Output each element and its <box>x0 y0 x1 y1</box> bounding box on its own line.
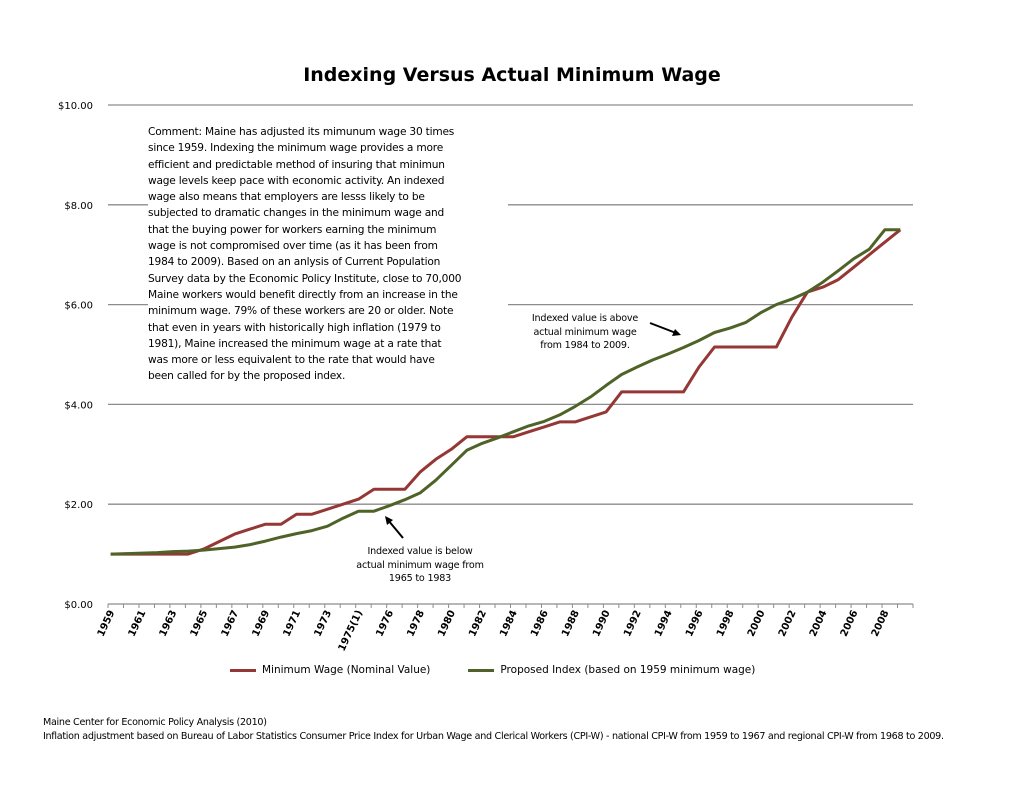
x-tick-label: 1973 <box>312 609 334 639</box>
chart-title: Indexing Versus Actual Minimum Wage <box>303 64 721 86</box>
x-tick-label: 1978 <box>405 609 427 639</box>
arrow-head <box>672 329 681 336</box>
legend: Minimum Wage (Nominal Value) Proposed In… <box>230 664 755 676</box>
y-tick-label: $8.00 <box>64 201 93 212</box>
annotation-line: Indexed value is above <box>531 313 639 324</box>
annotation-line: 1965 to 1983 <box>388 573 452 584</box>
proposed-index-line <box>110 228 901 556</box>
x-tick-label: 1963 <box>158 609 180 639</box>
y-tick-label: $6.00 <box>64 301 93 312</box>
x-tick-label: 1959 <box>96 609 118 639</box>
annotation-line: been called for by the proposed index. <box>148 370 346 383</box>
x-tick-label: 1969 <box>251 609 273 639</box>
x-tick-label: 2002 <box>777 609 799 639</box>
annotation-line: from 1984 to 2009. <box>540 340 630 351</box>
annotation-line: actual minimum wage from <box>356 559 484 571</box>
x-tick-label: 2004 <box>808 609 830 639</box>
annotation-line: minimum wage. 79% of these workers are 2… <box>148 305 454 318</box>
x-tick-label: 1992 <box>622 609 644 639</box>
y-tick-label: $0.00 <box>64 600 93 611</box>
x-tick-label: 2006 <box>839 609 861 639</box>
minimum-wage-line <box>110 228 902 556</box>
x-tick-label: 2000 <box>746 609 768 639</box>
x-tick-label: 1965 <box>189 609 211 639</box>
annotation-line: wage also means that employers are lesss… <box>148 191 425 204</box>
annotation-line: Survey data by the Economic Policy Insti… <box>148 272 462 285</box>
annotation-line: 1984 to 2009). Based on an anlysis of Cu… <box>148 256 441 269</box>
x-tick-label: 1980 <box>436 609 458 639</box>
annotation-line: actual minimum wage <box>533 326 637 338</box>
x-tick-label: 1988 <box>560 609 582 639</box>
legend-item-proposed-index: Proposed Index (based on 1959 minimum wa… <box>468 664 755 676</box>
arrow-above <box>649 322 677 334</box>
annotation-above: Indexed value is above actual minimum wag… <box>520 312 650 353</box>
legend-swatch <box>230 668 256 672</box>
annotation-line: efficient and predictable method of insu… <box>148 158 445 171</box>
x-tick-label: 1982 <box>467 609 489 639</box>
comment-annotation: Comment: Maine has adjusted its mimunum … <box>148 124 508 385</box>
inflation-note: Inflation adjustment based on Bureau of … <box>43 731 944 742</box>
y-tick-label: $2.00 <box>64 500 93 511</box>
x-tick-label: 1976 <box>374 609 396 639</box>
x-tick-label: 1994 <box>653 609 675 639</box>
annotation-line: since 1959. Indexing the minimum wage pr… <box>148 142 444 155</box>
y-tick-label: $10.00 <box>58 101 93 112</box>
x-tick-label: 1986 <box>529 609 551 639</box>
annotation-line: wage levels keep pace with economic acti… <box>148 174 445 187</box>
x-tick-label: 1984 <box>498 609 520 639</box>
x-tick-label: 2008 <box>870 609 892 639</box>
annotation-line: Indexed value is below <box>367 546 473 557</box>
arrow-head <box>385 516 393 525</box>
footer: Maine Center for Economic Policy Analysi… <box>43 716 983 744</box>
legend-swatch <box>468 668 495 672</box>
annotation-line: Comment: Maine has adjusted its mimunum … <box>148 126 455 138</box>
legend-label: Proposed Index (based on 1959 minimum wa… <box>500 664 756 676</box>
source-note: Maine Center for Economic Policy Analysi… <box>43 717 267 728</box>
annotation-line: that the buying power for workers earnin… <box>148 223 437 236</box>
annotation-line: 1981), Maine increased the minimum wage … <box>148 337 442 350</box>
arrow-below <box>387 519 404 539</box>
annotation-line: Maine workers would benefit directly fro… <box>148 288 458 301</box>
annotation-below: Indexed value is below actual minimum wag… <box>350 545 490 586</box>
legend-label: Minimum Wage (Nominal Value) <box>262 664 431 676</box>
x-tick-label: 1967 <box>220 609 242 639</box>
y-tick-label: $4.00 <box>64 400 93 411</box>
legend-item-minimum-wage: Minimum Wage (Nominal Value) <box>230 664 430 676</box>
x-tick-label: 1998 <box>715 609 737 639</box>
x-tick-label: 1975(1) <box>337 609 366 653</box>
annotation-line: that even in years with historically hig… <box>148 321 441 334</box>
annotation-line: wage is not compromised over time (as it… <box>148 240 438 253</box>
x-tick-label: 1961 <box>127 609 149 639</box>
annotation-line: was more or less equivalent to the rate … <box>148 354 435 367</box>
annotation-line: subjected to dramatic changes in the min… <box>148 207 445 220</box>
x-tick-label: 1971 <box>281 609 303 639</box>
x-tick-label: 1996 <box>684 609 706 639</box>
x-tick-label: 1990 <box>591 609 613 639</box>
